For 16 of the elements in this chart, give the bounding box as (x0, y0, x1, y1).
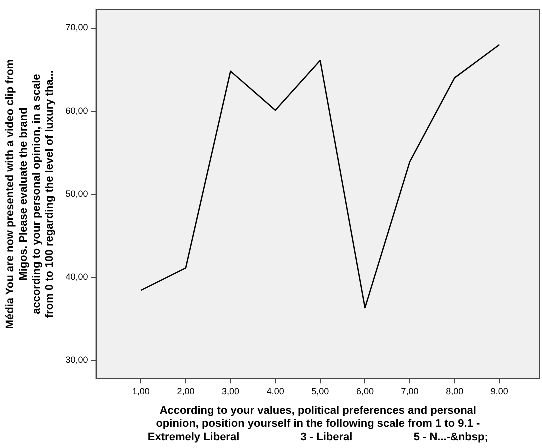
y-tick-label: 30,00 (66, 354, 88, 365)
y-tick-label: 60,00 (66, 106, 88, 116)
y-axis-title: Média You are now presented with a video clip from Migos. Please evaluate the brand according to your personal opinion, in a scale from 0 to 100 regarding the level of luxury tha... (4, 59, 56, 330)
x-tick-label: 7,00 (401, 386, 419, 396)
x-tick-label: 4,00 (266, 386, 284, 396)
x-tick-label: 3,00 (222, 386, 240, 396)
y-tick-label: 50,00 (66, 188, 88, 199)
x-axis-title: According to your values, political preferences and personal opinion, position yourself in the following scale from 1 to 9.1 - Extremely Liberal 3 - Liberal 5 - N...-&nbsp; (148, 405, 488, 444)
y-tick-label: 40,00 (66, 272, 88, 282)
x-tick-label: 9,00 (490, 386, 508, 396)
x-tick-label: 6,00 (356, 386, 374, 396)
y-tick-label: 70,00 (66, 22, 88, 33)
x-tick-label: 8,00 (446, 386, 464, 396)
x-tick-label: 1,00 (132, 386, 150, 396)
x-tick-label: 2,00 (177, 386, 195, 396)
x-tick-label: 5,00 (312, 386, 330, 396)
